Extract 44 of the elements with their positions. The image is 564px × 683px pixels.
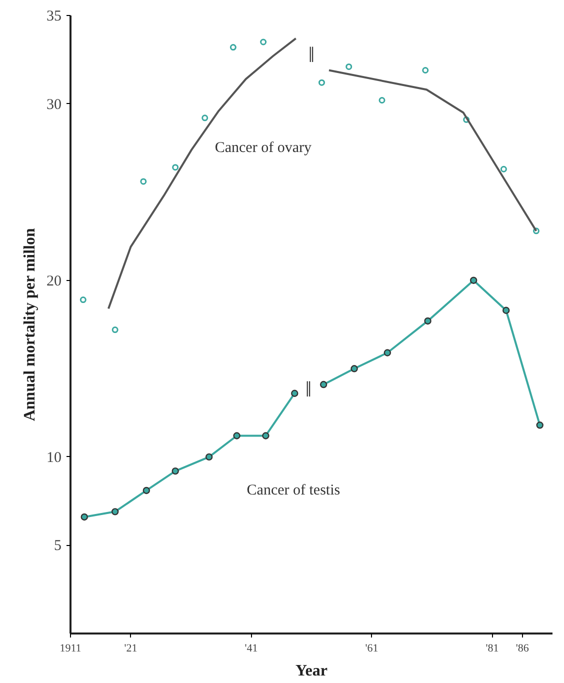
point (80, 296, 86, 304)
annotation: ‖ (308, 42, 315, 67)
y-tick-label: 10 (46, 450, 62, 466)
y-tick-label: 35 (46, 8, 62, 24)
point (350, 365, 358, 372)
series-label: Cancer of ovary (214, 140, 312, 156)
x-tick-label: '86 (516, 642, 530, 654)
point (502, 306, 510, 314)
point (318, 79, 325, 86)
point (500, 166, 507, 172)
point (205, 453, 213, 461)
point (140, 178, 147, 185)
point (80, 513, 88, 521)
point (260, 38, 267, 46)
annotation: ‖ (305, 376, 312, 402)
x-tick-label: '41 (244, 642, 258, 654)
point (262, 432, 270, 440)
x-tick-label: '81 (486, 642, 499, 654)
point (422, 66, 429, 74)
point (536, 422, 544, 429)
point (112, 326, 118, 334)
y-tick-label: 20 (46, 273, 62, 290)
point (142, 486, 150, 494)
point (233, 432, 240, 440)
point (346, 63, 352, 70)
point (230, 44, 236, 51)
x-tick-label: 1911 (60, 642, 82, 654)
point (172, 164, 179, 171)
y-tick-label: 30 (46, 96, 62, 113)
x-tick-label: '61 (365, 642, 378, 654)
point (172, 467, 179, 475)
point (470, 276, 478, 284)
text: Cancer of testis (246, 482, 340, 499)
point (202, 114, 208, 122)
y-axis-title: Annual mortality per millon (22, 228, 38, 422)
x-axis-title: Year (296, 662, 328, 680)
x-tick-label: '21 (124, 642, 138, 654)
point (320, 380, 328, 388)
point (424, 317, 432, 325)
point (378, 97, 386, 104)
y-tick-label: 5 (54, 538, 62, 554)
point (291, 390, 298, 397)
point (384, 349, 392, 356)
point (111, 508, 119, 516)
